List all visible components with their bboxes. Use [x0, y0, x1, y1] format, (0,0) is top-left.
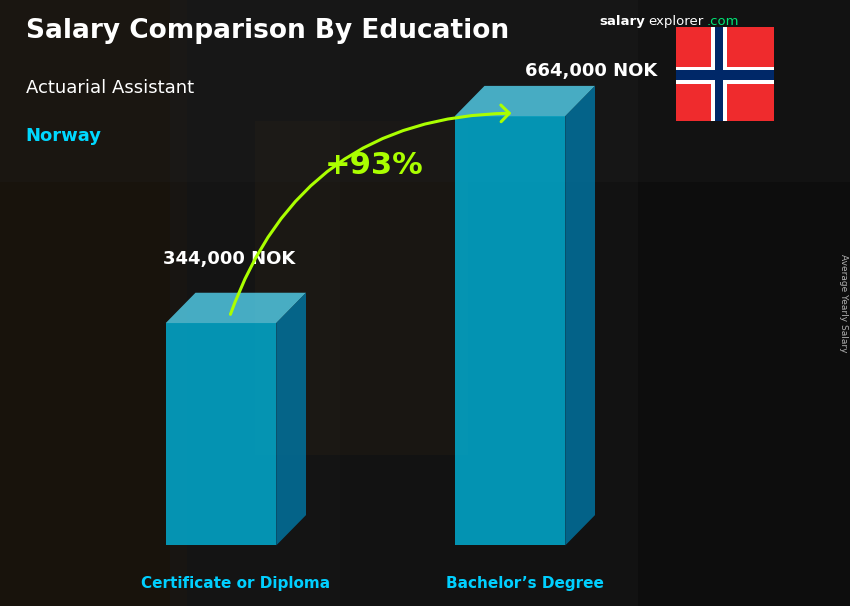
Text: salary: salary [599, 15, 645, 28]
Bar [711, 27, 727, 121]
Polygon shape [455, 86, 595, 116]
FancyArrowPatch shape [230, 105, 509, 315]
Polygon shape [276, 293, 306, 545]
Text: Certificate or Diploma: Certificate or Diploma [141, 576, 331, 591]
Bar [676, 27, 774, 121]
Bar [638, 0, 850, 606]
Text: Actuarial Assistant: Actuarial Assistant [26, 79, 194, 97]
Bar [255, 121, 468, 454]
Text: Average Yearly Salary: Average Yearly Salary [839, 254, 848, 352]
Text: 344,000 NOK: 344,000 NOK [163, 250, 296, 268]
Text: Bachelor’s Degree: Bachelor’s Degree [446, 576, 604, 591]
Polygon shape [455, 116, 565, 545]
Text: 664,000 NOK: 664,000 NOK [524, 62, 657, 80]
Text: +93%: +93% [325, 150, 423, 179]
Text: .com: .com [706, 15, 739, 28]
Polygon shape [565, 86, 595, 545]
Bar [676, 70, 774, 80]
Bar [0, 0, 187, 606]
Bar [170, 0, 340, 606]
Text: Norway: Norway [26, 127, 101, 145]
Polygon shape [166, 293, 306, 323]
Bar [0, 0, 850, 182]
Polygon shape [166, 323, 276, 545]
Text: explorer: explorer [649, 15, 704, 28]
Bar [715, 27, 722, 121]
Text: Salary Comparison By Education: Salary Comparison By Education [26, 18, 508, 44]
Bar [676, 67, 774, 84]
